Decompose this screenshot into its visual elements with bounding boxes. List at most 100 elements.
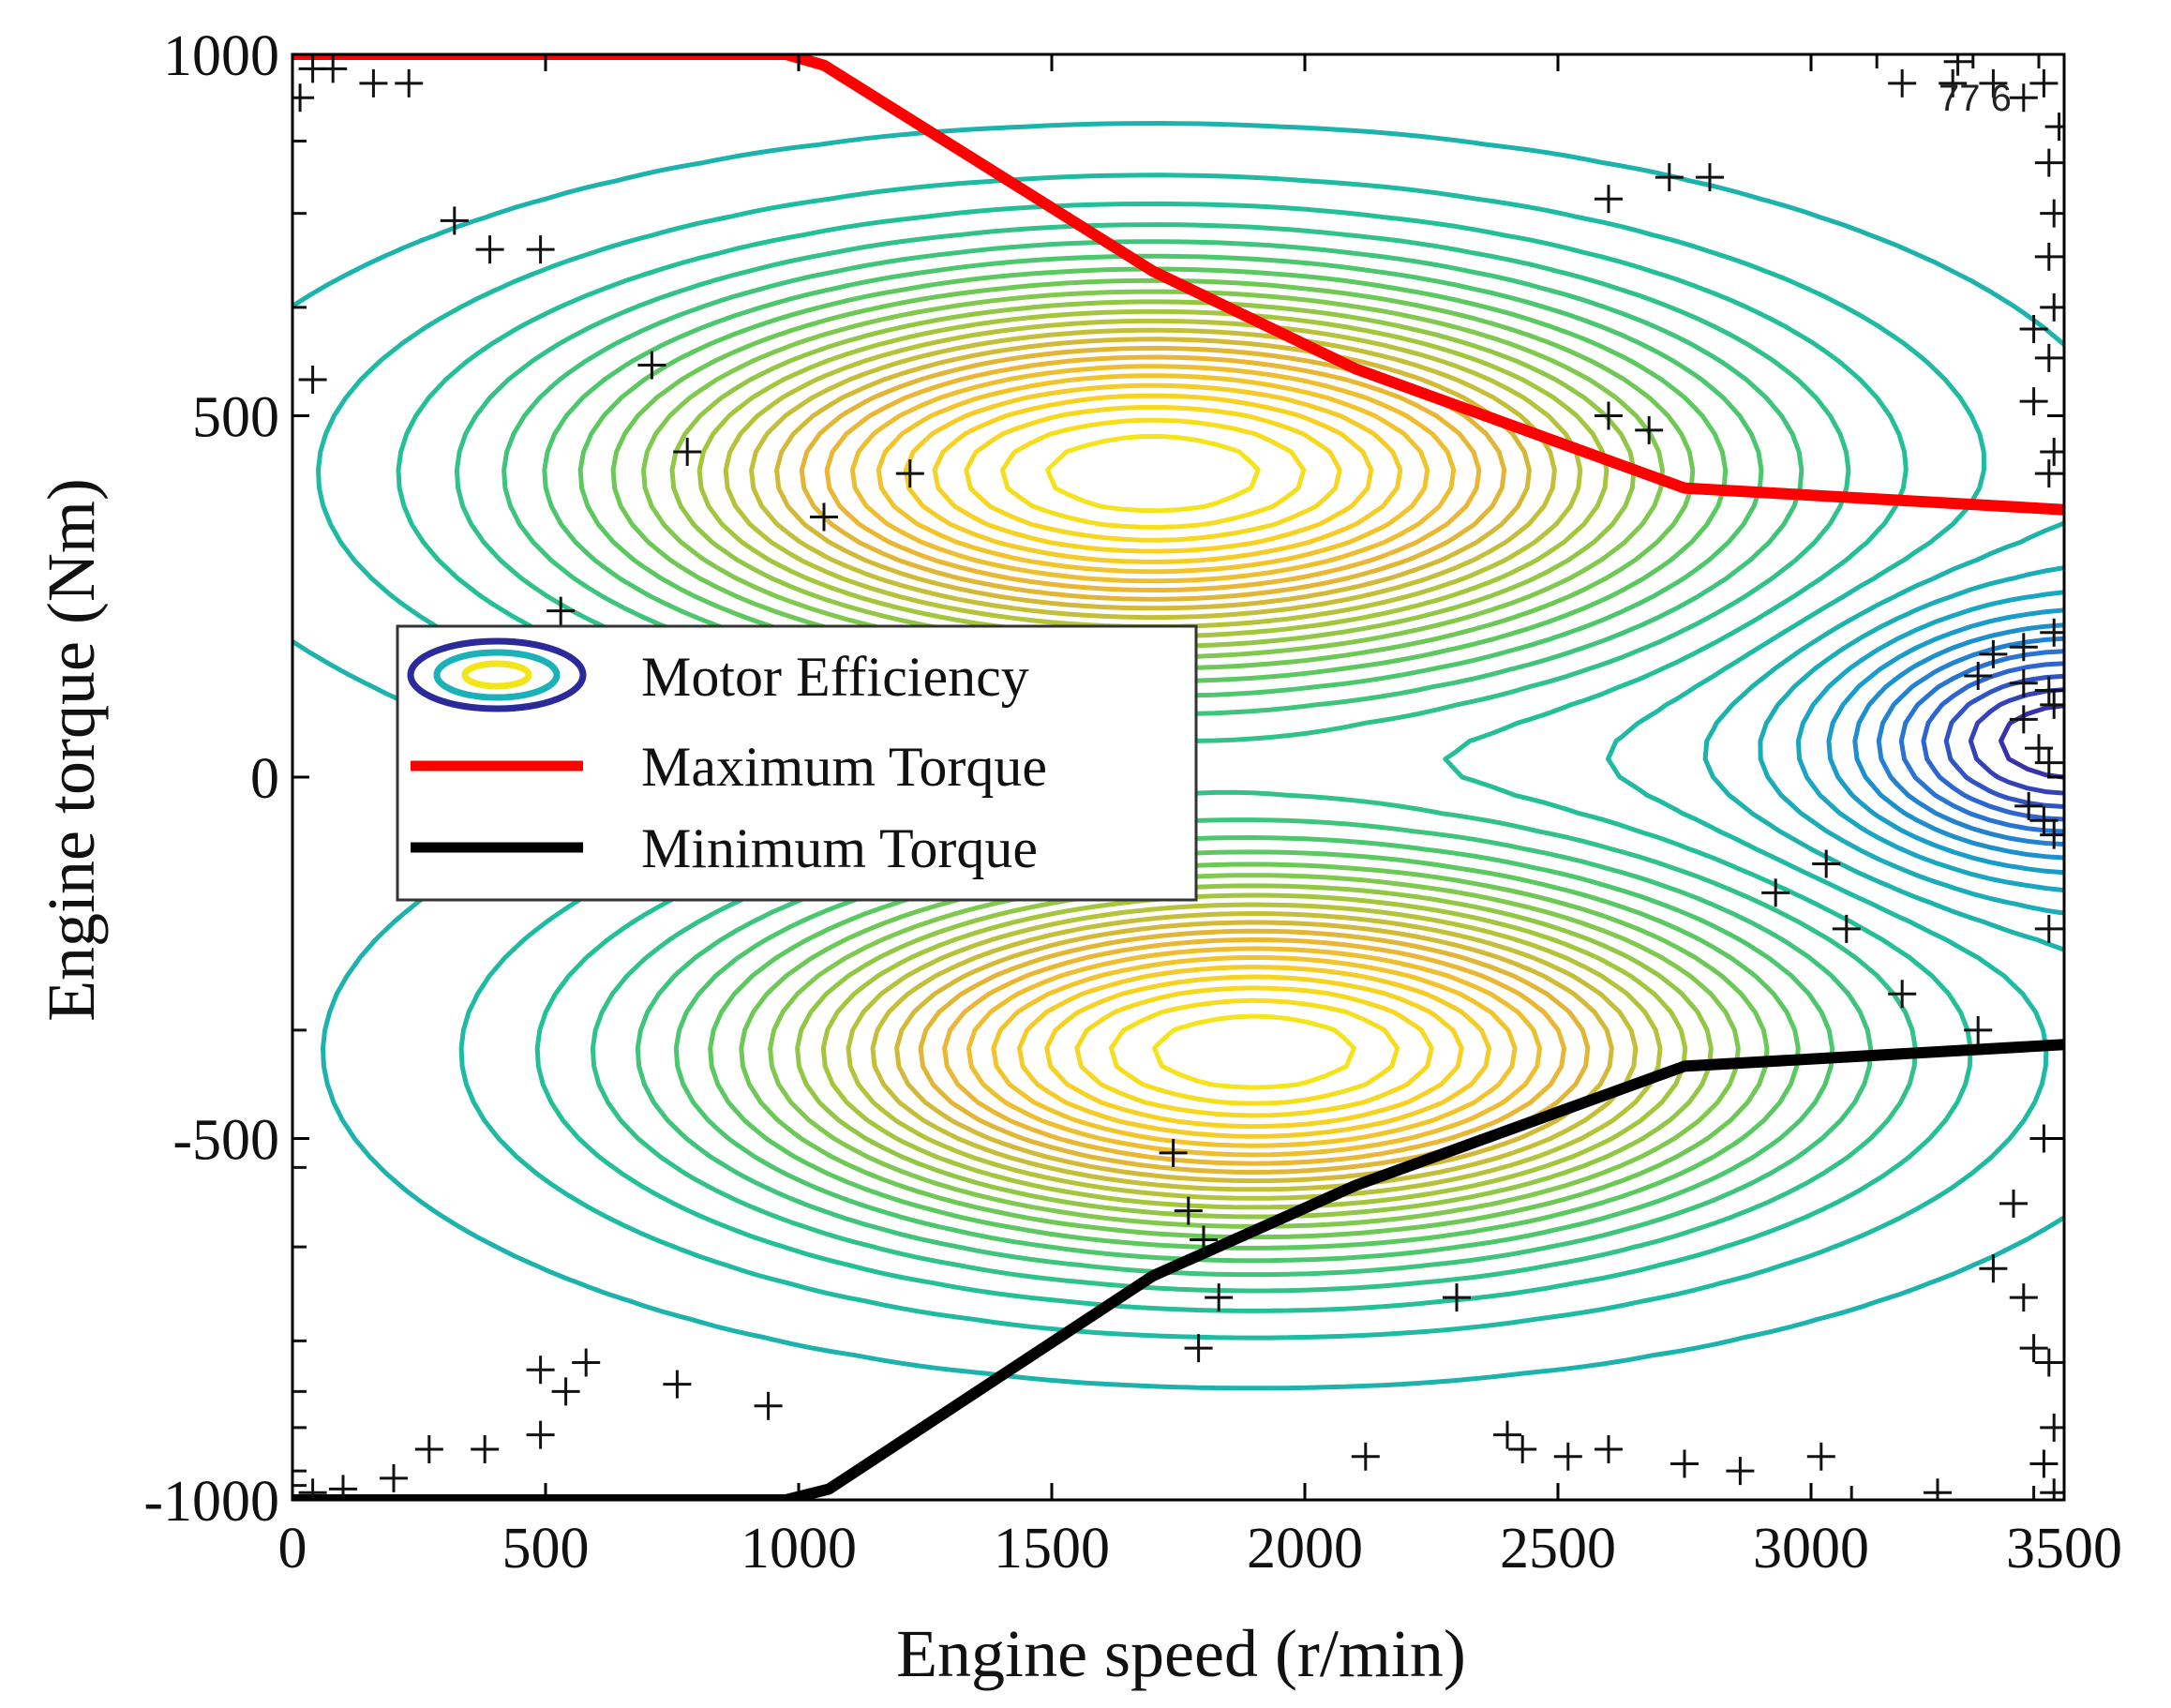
operating-point-marker [754,1391,783,1420]
operating-point-marker [1832,914,1861,943]
contour-level-32 [999,417,1400,1106]
operating-point-marker [2009,705,2038,734]
operating-point-marker [1812,849,1841,878]
operating-point-marker [414,1435,443,1464]
operating-point-marker [1999,1189,2028,1218]
operating-point-marker [1159,1138,1188,1167]
operating-point-marker [2009,1283,2038,1312]
operating-point-marker [329,1475,357,1500]
operating-point-marker [2019,387,2048,416]
y-tick-label: 500 [192,386,279,450]
operating-point-marker [292,292,307,322]
y-tick-label: 0 [250,747,279,811]
operating-point-marker [1174,1196,1203,1225]
x-tick-label: 3000 [1753,1517,1869,1581]
operating-point-marker [292,1233,307,1262]
contour-level-4 [1921,661,2064,822]
torque-lines [292,54,2064,1500]
operating-point-marker [292,127,307,156]
y-tick-label: -1000 [143,1470,279,1534]
operating-point-marker [1726,1457,1755,1486]
operating-point-marker [2034,676,2063,705]
operating-point-marker [2034,242,2063,271]
operating-point-marker [2019,314,2048,343]
operating-point-marker [2019,1334,2048,1363]
operating-point-marker [810,502,838,532]
contour-level-29 [903,382,1491,1139]
operating-point-marker [2034,343,2063,372]
operating-point-marker [2025,54,2053,68]
operating-point-marker [292,83,315,112]
operating-point-marker [1190,1225,1218,1254]
contour-level-24 [774,337,1614,1184]
operating-point-marker [1205,1283,1234,1312]
operating-point-marker [2029,1449,2059,1478]
minimum-torque-line [292,1039,2064,1500]
operating-point-marker [1595,1435,1623,1464]
contour-level-23 [749,327,1639,1192]
operating-point-marker [380,1463,408,1492]
operating-point-marker [359,68,388,97]
x-tick-label: 500 [502,1517,590,1581]
legend-label-maximum-torque: Maximum Torque [641,736,1047,798]
operating-point-marker [1888,980,1917,1009]
contour-level-7 [1852,622,2064,861]
operating-point-marker [1979,1254,2008,1283]
operating-point-marker [1939,68,1968,97]
operating-point-marker [526,1356,555,1385]
operating-point-marker [895,459,924,488]
contour-level-26 [824,354,1566,1166]
operating-point-marker [1351,1442,1380,1471]
contour-level-10 [1758,565,2064,916]
operating-point-markers [292,54,2064,1500]
contour-level-18 [610,277,1770,1240]
operating-point-marker [1654,163,1684,192]
operating-point-marker [1696,163,1724,192]
operating-point-marker [2025,734,2053,763]
operating-point-marker [298,365,327,394]
operating-point-marker [395,68,424,97]
operating-point-marker [2019,1486,2048,1500]
operating-point-marker [1595,401,1623,430]
operating-point-marker [1761,878,1790,907]
contour-level-label: 77 6 [1939,78,2012,119]
operating-point-marker [292,1153,307,1182]
contour-level-30 [932,393,1464,1130]
contour-level-25 [799,345,1591,1175]
axis-ticks: 0 500 1000 1500 2000 2500 3000 3500 1000 500 0 -500… [143,24,2122,1581]
operating-point-marker [1863,54,1892,68]
contour-level-20 [669,299,1714,1220]
legend: Motor Efficiency Maximum Torque Minimum … [396,624,1198,902]
contour-level-6 [1876,636,2064,847]
operating-point-marker [526,235,555,264]
operating-point-marker [1508,1435,1537,1464]
contour-level-8 [1826,607,2064,876]
contour-level-28 [876,373,1518,1148]
operating-point-marker [2009,633,2038,662]
operating-point-marker [1979,68,2008,97]
operating-point-marker [292,1457,307,1486]
operating-point-marker [1443,1283,1471,1312]
operating-point-marker [475,235,504,264]
operating-point-marker [546,596,576,625]
operating-point-marker [1979,639,2008,668]
operating-point-marker [292,1471,307,1500]
contour-level-5 [1898,649,2064,834]
x-tick-label: 2500 [1500,1517,1616,1581]
operating-point-marker [1493,1420,1521,1449]
legend-label-motor-efficiency: Motor Efficiency [641,646,1029,708]
operating-point-marker [292,1413,307,1442]
operating-point-marker [1924,1478,1952,1500]
contour-level-31 [964,404,1434,1118]
contour-level-3 [1943,673,2064,809]
operating-point-marker [2014,791,2044,820]
contour-level-22 [723,318,1663,1201]
maximum-torque-line [292,54,2064,516]
operating-point-marker [1184,1334,1213,1363]
x-tick-label: 2000 [1247,1517,1363,1581]
legend-label-minimum-torque: Minimum Torque [641,817,1038,879]
contour-level-9 [1795,590,2064,893]
operating-point-marker [673,438,702,467]
x-axis-title: Engine speed (r/min) [896,1616,1466,1691]
operating-point-marker [471,1435,500,1464]
